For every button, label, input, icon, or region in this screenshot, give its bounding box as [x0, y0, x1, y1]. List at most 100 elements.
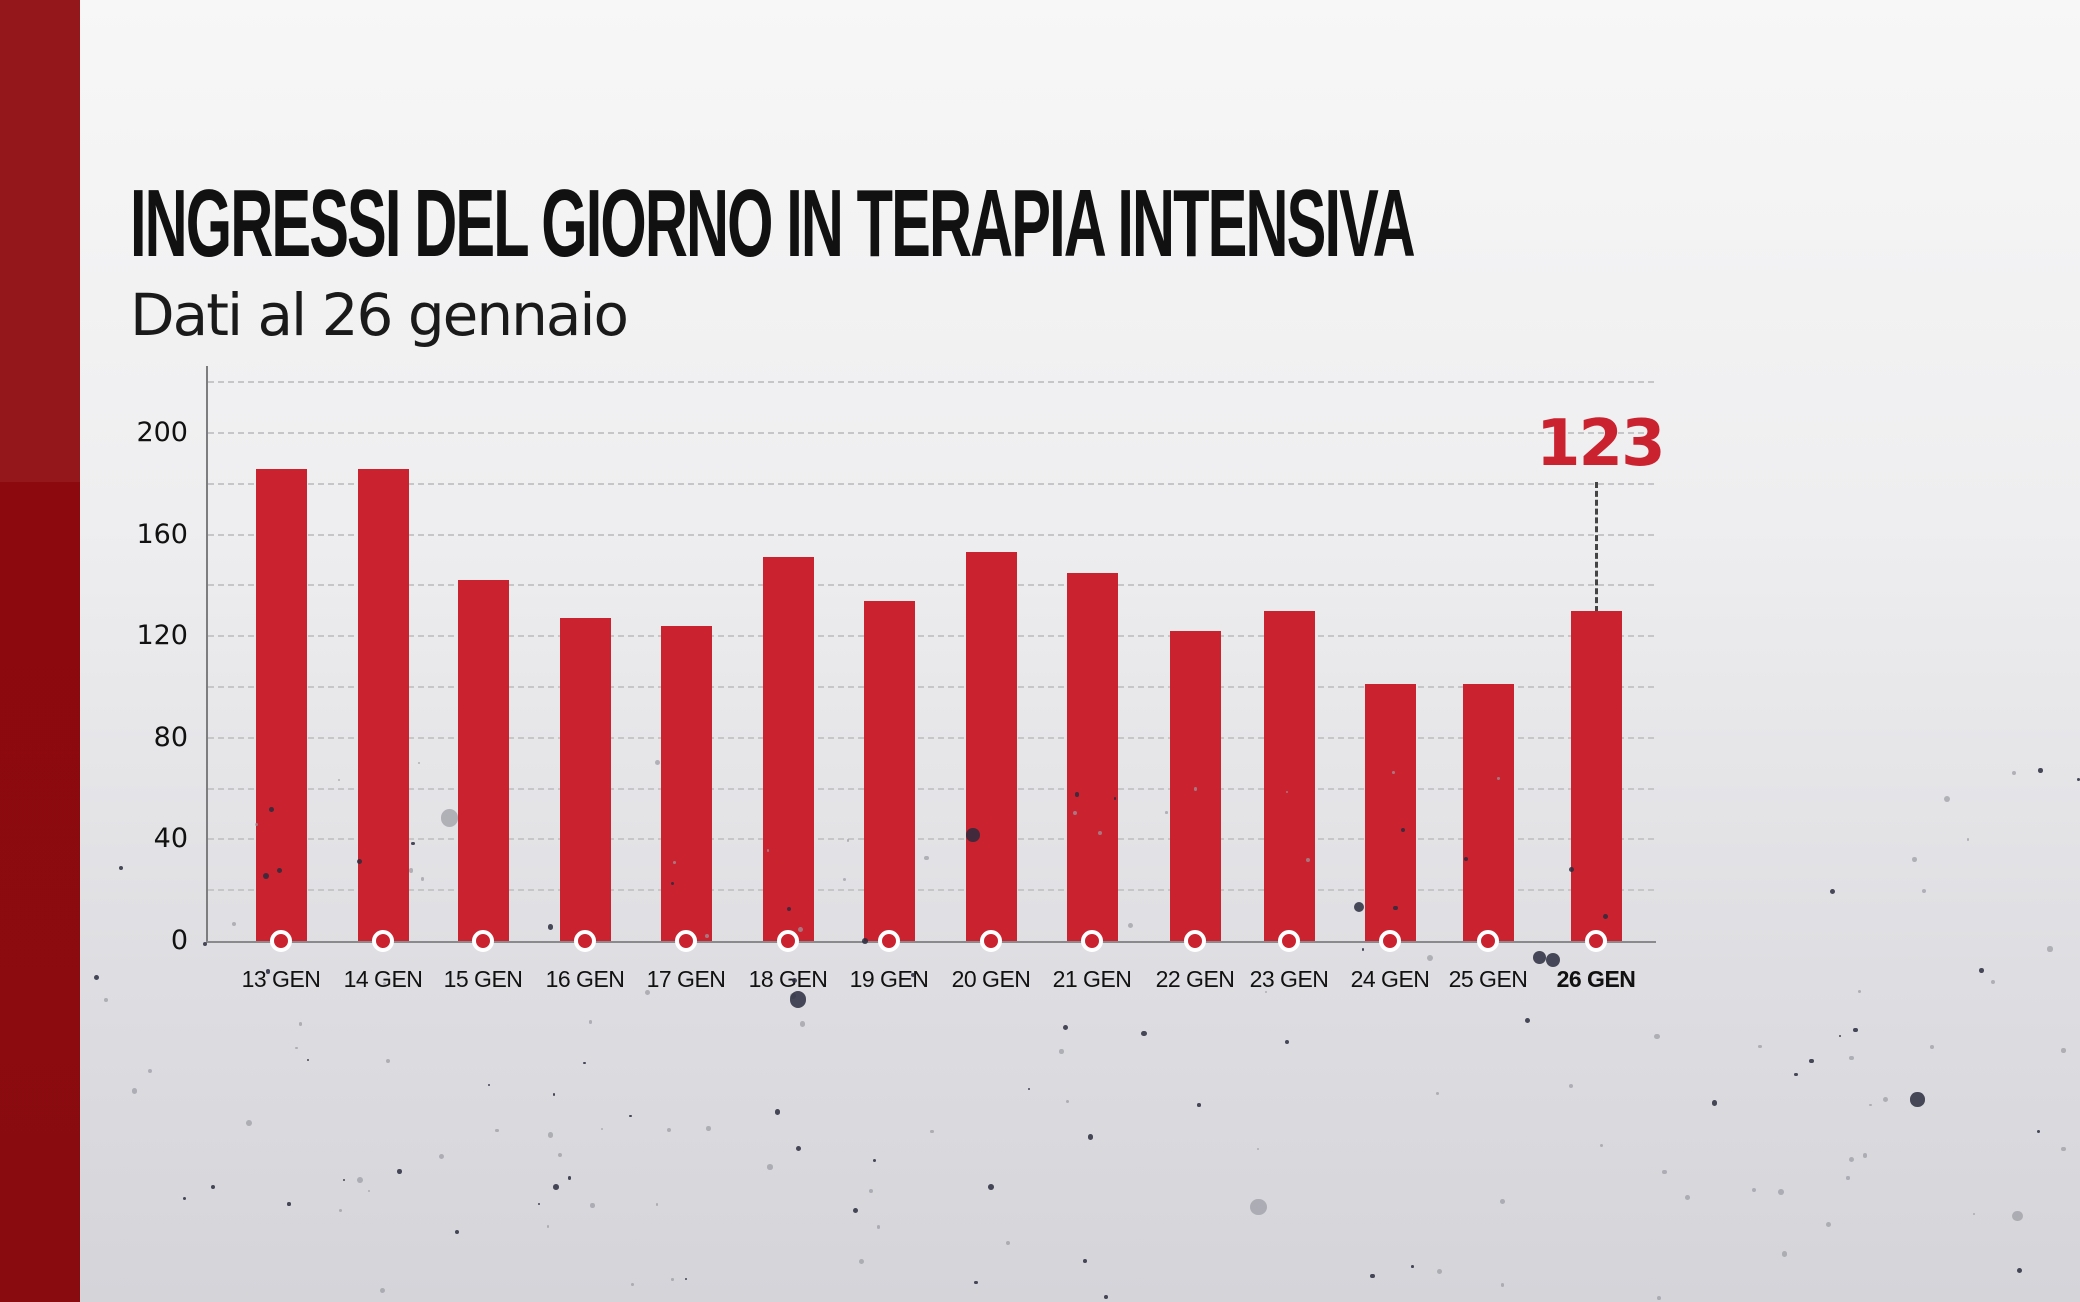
particle-dot	[1883, 1096, 1889, 1102]
particle-dot	[1794, 1072, 1799, 1077]
baseline-marker-icon	[1081, 930, 1103, 952]
particle-dot	[774, 1109, 781, 1115]
particle-dot	[1500, 1283, 1505, 1287]
particle-dot	[269, 807, 275, 813]
x-tick-label: 25 GEN	[1448, 966, 1528, 992]
particle-dot	[1857, 990, 1861, 994]
particle-dot	[202, 941, 208, 947]
particle-dot	[1972, 1212, 1975, 1216]
particle-dot	[131, 1088, 138, 1094]
particle-dot	[417, 761, 420, 765]
particle-dot	[356, 1177, 363, 1183]
particle-dot	[600, 1128, 603, 1131]
particle-dot	[1305, 858, 1310, 863]
bar-20-gen	[966, 552, 1017, 941]
baseline-marker-icon	[1278, 930, 1300, 952]
baseline-marker-icon	[472, 930, 494, 952]
particle-dot	[338, 1208, 342, 1212]
particle-dot	[1097, 830, 1103, 835]
particle-dot	[1966, 838, 1970, 841]
particle-dot	[1197, 1103, 1201, 1107]
particle-dot	[1826, 1222, 1832, 1228]
gridline	[208, 686, 1654, 688]
bar-25-gen	[1463, 684, 1514, 941]
particle-dot	[966, 828, 980, 842]
particle-dot	[2061, 1048, 2066, 1053]
x-tick-label: 17 GEN	[646, 966, 726, 992]
particle-dot	[263, 872, 269, 879]
x-axis	[206, 941, 1656, 943]
bar-21-gen	[1067, 572, 1118, 941]
x-tick-label: 23 GEN	[1249, 966, 1329, 992]
particle-dot	[1838, 1034, 1842, 1038]
particle-dot	[1849, 1055, 1854, 1060]
particle-dot	[356, 858, 363, 864]
particle-dot	[1028, 1087, 1031, 1091]
particle-dot	[862, 937, 869, 944]
particle-dot	[797, 926, 803, 932]
particle-dot	[988, 1183, 995, 1190]
particle-dot	[629, 1114, 632, 1118]
particle-dot	[397, 1169, 402, 1174]
particle-dot	[1392, 771, 1396, 774]
particle-dot	[1370, 1273, 1375, 1279]
x-tick-label: 15 GEN	[443, 966, 523, 992]
particle-dot	[1062, 1024, 1069, 1031]
particle-dot	[287, 1202, 291, 1206]
particle-dot	[1401, 827, 1406, 832]
gridline	[208, 584, 1654, 587]
particle-dot	[684, 1277, 688, 1281]
x-tick-label: 26 GEN	[1556, 966, 1636, 992]
particle-dot	[1979, 968, 1984, 973]
particle-dot	[2037, 1129, 2041, 1133]
particle-dot	[786, 906, 791, 911]
y-tick-label: 120	[136, 620, 188, 652]
particle-dot	[567, 1176, 572, 1180]
particle-dot	[583, 1061, 586, 1065]
particle-dot	[799, 1021, 805, 1027]
particle-dot	[1912, 857, 1917, 862]
particle-dot	[537, 1202, 541, 1206]
particle-dot	[766, 848, 770, 852]
y-tick-label: 40	[153, 823, 188, 855]
gridline	[208, 736, 1654, 739]
particle-dot	[265, 968, 271, 974]
particle-dot	[923, 855, 929, 861]
chart-subtitle: Dati al 26 gennaio	[130, 281, 629, 349]
particle-dot	[1603, 914, 1608, 920]
bar-23-gen	[1264, 610, 1315, 941]
particle-dot	[795, 1146, 801, 1152]
particle-dot	[1809, 1059, 1814, 1064]
particle-dot	[337, 778, 340, 782]
particle-dot	[631, 1282, 634, 1286]
particle-dot	[1285, 790, 1289, 794]
particle-dot	[147, 1068, 152, 1073]
gridline	[208, 635, 1654, 638]
particle-dot	[547, 1225, 550, 1228]
particle-dot	[654, 760, 660, 765]
particle-dot	[1103, 1294, 1108, 1299]
gridline	[208, 432, 1654, 434]
particle-dot	[119, 865, 124, 870]
baseline-marker-icon	[675, 930, 697, 952]
particle-dot	[1464, 856, 1469, 861]
particle-dot	[1284, 1039, 1289, 1044]
particle-dot	[666, 1128, 671, 1133]
particle-dot	[706, 1126, 711, 1131]
y-tick-label: 80	[153, 721, 188, 753]
particle-dot	[1497, 777, 1500, 780]
particle-dot	[1193, 787, 1197, 791]
particle-dot	[590, 1203, 595, 1208]
particle-dot	[386, 1058, 391, 1063]
particle-dot	[842, 877, 846, 881]
y-tick-label: 160	[136, 518, 188, 550]
particle-dot	[1752, 1187, 1757, 1193]
particle-dot	[670, 882, 675, 886]
baseline-marker-icon	[270, 930, 292, 952]
particle-dot	[2047, 946, 2053, 952]
bar-24-gen	[1365, 684, 1416, 941]
particle-dot	[673, 861, 676, 865]
particle-dot	[1782, 1251, 1788, 1257]
particle-dot	[1532, 951, 1546, 965]
accent-strip	[0, 0, 80, 1302]
